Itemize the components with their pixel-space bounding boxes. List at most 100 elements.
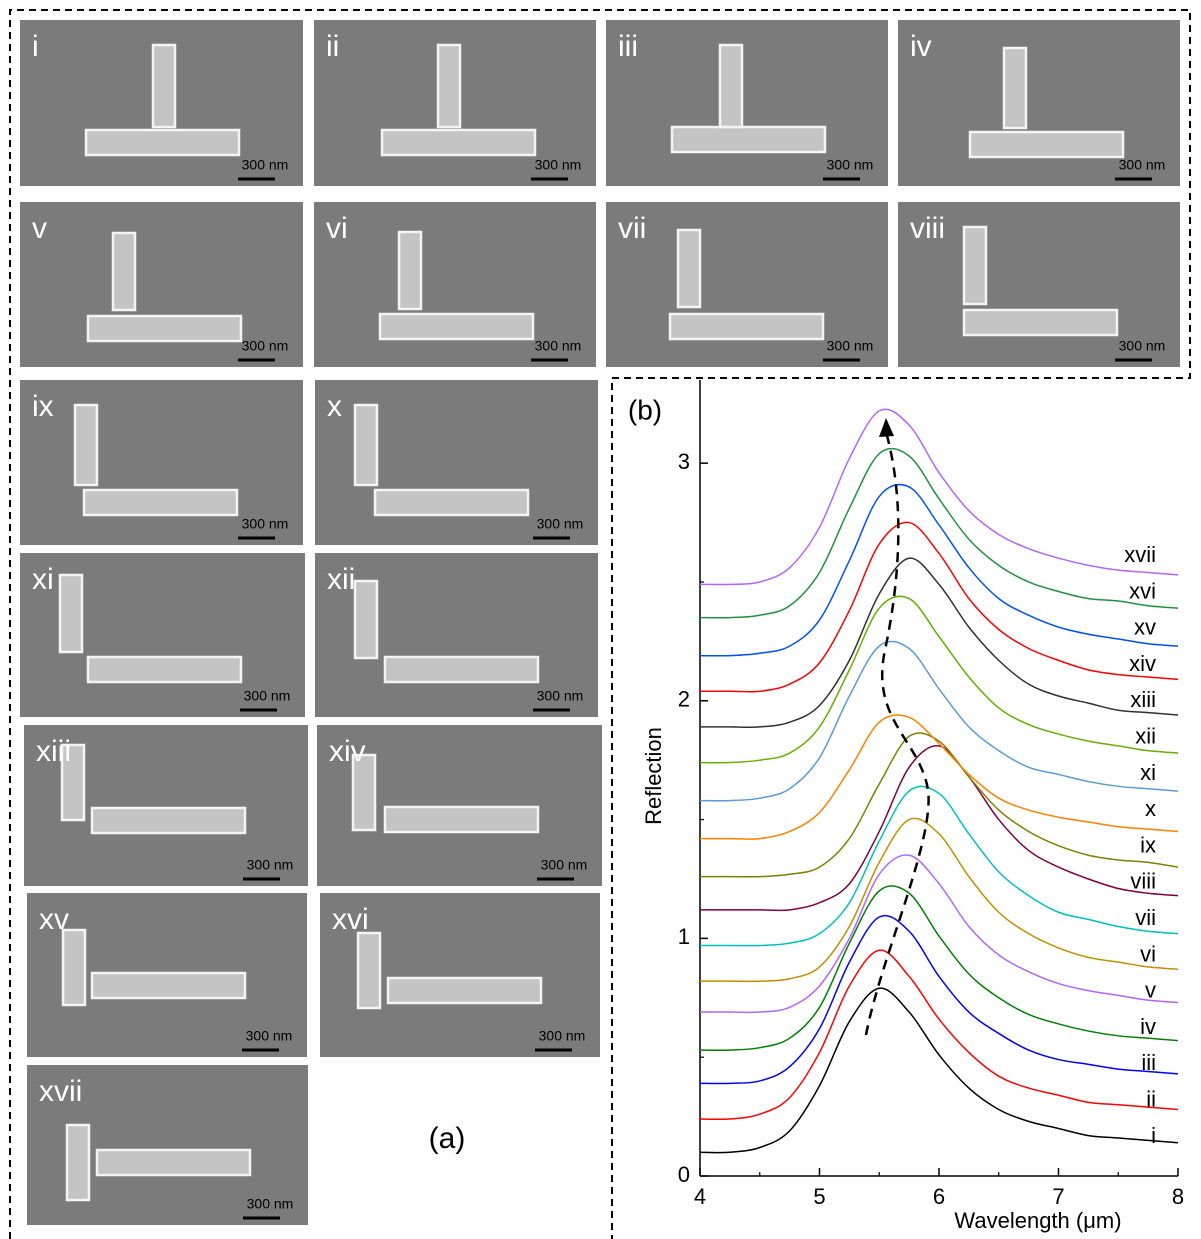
image-label: ii — [326, 30, 339, 63]
series-label: i — [1151, 1123, 1156, 1148]
spectrum-line — [699, 447, 1179, 619]
spectrum-line — [699, 949, 1179, 1121]
nanorod — [351, 753, 377, 832]
nanorod — [90, 806, 247, 835]
sem-image: v 300 nm — [20, 202, 303, 367]
sem-image: iii 300 nm — [606, 20, 888, 186]
sem-background — [20, 380, 303, 545]
image-label: xiv — [329, 735, 366, 768]
nanorod — [373, 488, 530, 517]
scale-bar-label: 300 nm — [242, 157, 289, 173]
image-label: xv — [39, 903, 69, 936]
image-label: ix — [32, 390, 54, 423]
x-axis-label: Wavelength (μm) — [954, 1208, 1121, 1233]
spectrum-line — [699, 745, 1179, 912]
panel-border — [9, 9, 1191, 1239]
image-label: xii — [327, 563, 355, 596]
nanorod — [151, 43, 177, 129]
scale-bar-label: 300 nm — [541, 857, 588, 873]
nanorod — [353, 403, 379, 487]
scale-bar-label: 300 nm — [539, 1028, 586, 1044]
series-label: vii — [1135, 905, 1156, 930]
sem-image: ix 300 nm — [20, 380, 303, 545]
scale-bar-label: 300 nm — [244, 688, 291, 704]
spectrum-line — [699, 732, 1179, 878]
spectrum-line — [699, 987, 1179, 1154]
image-label: xiii — [36, 735, 71, 768]
image-label: viii — [910, 212, 945, 245]
sem-image: xi 300 nm — [20, 553, 305, 717]
sem-image: ii 300 nm — [314, 20, 596, 186]
spectrum-line — [699, 914, 1179, 1085]
image-label: v — [32, 212, 47, 245]
nanorod — [353, 579, 379, 660]
y-tick-label: 0 — [678, 1162, 690, 1187]
spectrum-line — [699, 885, 1179, 1051]
scale-bar-label: 300 nm — [246, 1028, 293, 1044]
nanorod — [82, 488, 239, 517]
spectrum-line — [699, 714, 1179, 840]
series-label: xv — [1134, 615, 1156, 640]
nanorod — [378, 312, 535, 341]
series-label: viii — [1130, 869, 1156, 894]
image-label: i — [32, 30, 39, 63]
nanorod — [90, 971, 247, 1000]
sem-image: i 300 nm — [20, 20, 303, 186]
nanorod — [386, 976, 543, 1005]
scale-bar-label: 300 nm — [827, 338, 874, 354]
series-label: iii — [1141, 1050, 1156, 1075]
sem-background — [898, 20, 1180, 186]
nanorod — [718, 43, 744, 129]
nanorod — [670, 125, 827, 154]
nanorod — [668, 312, 825, 341]
image-label: x — [327, 390, 342, 423]
image-label: vi — [326, 212, 348, 245]
scale-bar-label: 300 nm — [1119, 338, 1166, 354]
sem-image: xii 300 nm — [315, 553, 598, 717]
image-label: vii — [618, 212, 646, 245]
y-axis-label: Reflection — [641, 727, 666, 825]
nanorod — [86, 655, 243, 684]
scale-bar-label: 300 nm — [535, 157, 582, 173]
series-label: x — [1145, 796, 1156, 821]
nanorod — [86, 314, 243, 343]
sem-image: xiv 300 nm — [317, 725, 602, 886]
series-label: v — [1145, 978, 1156, 1003]
y-tick-label: 1 — [678, 924, 690, 949]
series-label: xii — [1135, 724, 1156, 749]
nanorod — [676, 228, 702, 309]
sem-background — [898, 202, 1180, 367]
image-label: xi — [32, 563, 54, 596]
nanorod — [968, 130, 1125, 159]
x-tick-label: 7 — [1052, 1184, 1064, 1209]
scale-bar-label: 300 nm — [247, 1196, 294, 1212]
nanorod — [73, 403, 99, 487]
nanorod — [1002, 46, 1028, 130]
nanorod — [111, 231, 137, 312]
sem-image: viii 300 nm — [898, 202, 1180, 367]
panel-label: (b) — [628, 394, 662, 425]
nanorod — [60, 743, 86, 822]
sem-image: xv 300 nm — [27, 893, 307, 1057]
spectrum-line — [700, 817, 1179, 983]
spectrum-line — [699, 408, 1179, 586]
nanorod — [436, 43, 462, 129]
x-tick-label: 6 — [933, 1184, 945, 1209]
y-tick-label: 3 — [678, 449, 690, 474]
scale-bar-label: 300 nm — [1119, 157, 1166, 173]
x-tick-label: 5 — [813, 1184, 825, 1209]
sem-image: x 300 nm — [315, 380, 598, 545]
scale-bar-label: 300 nm — [242, 338, 289, 354]
panel-label: (a) — [429, 1122, 466, 1155]
nanorod — [356, 931, 382, 1010]
arrow-head — [879, 418, 894, 437]
sem-image: vi 300 nm — [314, 202, 596, 367]
sem-image: xvi 300 nm — [320, 893, 600, 1057]
scale-bar-label: 300 nm — [242, 516, 289, 532]
spectrum-line — [699, 483, 1179, 657]
nanorod — [95, 1148, 252, 1177]
series-label: xvii — [1124, 542, 1156, 567]
sem-image: xvii 300 nm — [27, 1065, 308, 1225]
spectrum-line — [700, 557, 1179, 729]
